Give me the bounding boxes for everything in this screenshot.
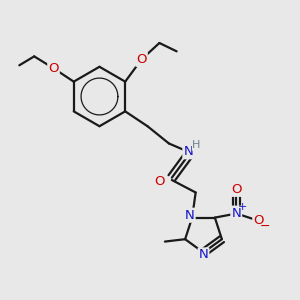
Text: N: N — [231, 207, 241, 220]
Text: N: N — [199, 248, 208, 261]
Text: N: N — [185, 209, 195, 222]
Text: O: O — [253, 214, 264, 227]
Text: O: O — [48, 62, 59, 75]
Text: N: N — [183, 145, 193, 158]
Text: +: + — [238, 202, 248, 212]
Text: O: O — [154, 175, 165, 188]
Text: O: O — [231, 183, 242, 196]
Text: −: − — [260, 220, 270, 233]
Text: O: O — [136, 53, 147, 66]
Text: H: H — [192, 140, 201, 150]
